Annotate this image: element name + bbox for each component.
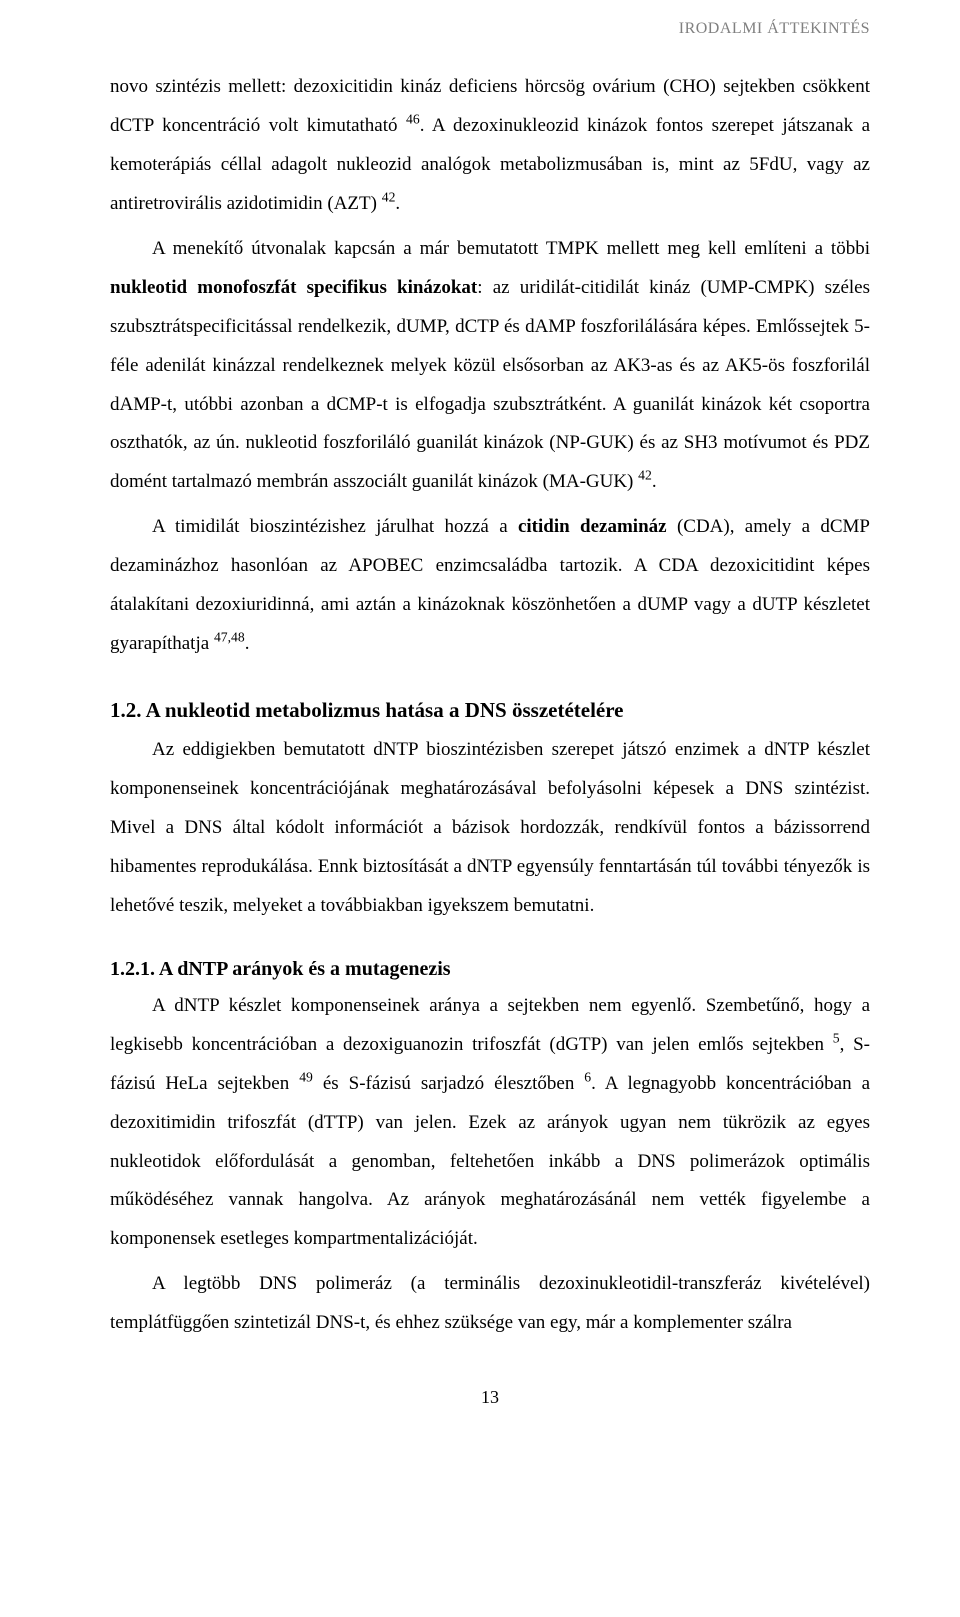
p3-sup-1: 47,48 bbox=[214, 630, 245, 645]
p1-sup-2: 42 bbox=[382, 189, 396, 204]
page-number: 13 bbox=[110, 1387, 870, 1408]
s121-p1-s1: 5 bbox=[833, 1030, 840, 1045]
p1-text-3: . bbox=[395, 193, 400, 214]
running-header: IRODALMI ÁTTEKINTÉS bbox=[110, 20, 870, 38]
s121-p1-t4: . A legnagyobb koncentrációban a dezoxit… bbox=[110, 1073, 870, 1250]
paragraph-1: novo szintézis mellett: dezoxicitidin ki… bbox=[110, 68, 870, 224]
section-1-2-1-heading: 1.2.1. A dNTP arányok és a mutagenezis bbox=[110, 958, 870, 981]
p3-text-3: . bbox=[245, 633, 250, 654]
s121-p1-s2: 49 bbox=[299, 1069, 313, 1084]
p2-text-1: A menekítő útvonalak kapcsán a már bemut… bbox=[152, 238, 870, 259]
paragraph-3: A timidilát bioszintézishez járulhat hoz… bbox=[110, 508, 870, 664]
p2-text-2: : az uridilát-citidilát kináz (UMP-CMPK)… bbox=[110, 277, 870, 493]
paragraph-2: A menekítő útvonalak kapcsán a már bemut… bbox=[110, 230, 870, 503]
p3-text-1: A timidilát bioszintézishez járulhat hoz… bbox=[152, 516, 518, 537]
p2-text-3: . bbox=[652, 471, 657, 492]
p1-sup-1: 46 bbox=[406, 112, 420, 127]
s121-p1-t3: és S-fázisú sarjadzó élesztőben bbox=[313, 1073, 584, 1094]
s121-p1-t1: A dNTP készlet komponenseinek aránya a s… bbox=[110, 995, 870, 1055]
section-1-2-heading: 1.2. A nukleotid metabolizmus hatása a D… bbox=[110, 698, 870, 723]
p2-sup-1: 42 bbox=[638, 468, 652, 483]
section-1-2-1-p1: A dNTP készlet komponenseinek aránya a s… bbox=[110, 987, 870, 1260]
section-1-2-1-p2: A legtöbb DNS polimeráz (a terminális de… bbox=[110, 1265, 870, 1343]
p2-bold-1: nukleotid monofoszfát specifikus kinázok… bbox=[110, 277, 477, 298]
p3-bold-1: citidin dezamináz bbox=[518, 516, 667, 537]
section-1-2-body: Az eddigiekben bemutatott dNTP bioszinté… bbox=[110, 731, 870, 926]
